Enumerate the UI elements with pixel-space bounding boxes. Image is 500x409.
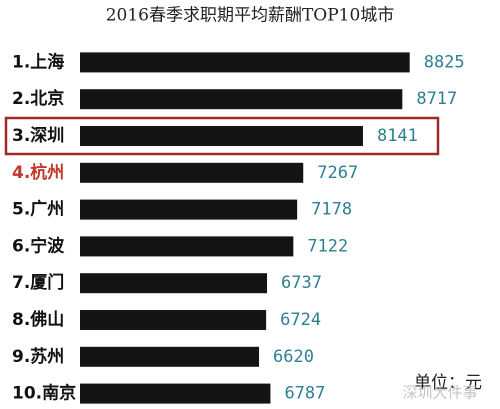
value-label: 8825 <box>424 52 465 72</box>
category-label: 7.厦门 <box>12 272 64 293</box>
chart-title: 2016春季求职期平均薪酬TOP10城市 <box>106 6 395 26</box>
bar <box>80 310 267 330</box>
value-label: 8717 <box>416 89 457 109</box>
bar <box>80 346 260 367</box>
value-label: 8141 <box>377 126 418 146</box>
value-label: 6724 <box>280 310 321 330</box>
bar <box>80 52 410 73</box>
category-label: 3.深圳 <box>12 125 64 146</box>
value-label: 6620 <box>273 347 314 367</box>
bar <box>80 89 403 110</box>
value-label: 7178 <box>311 200 352 220</box>
category-label: 1.上海 <box>12 51 64 72</box>
category-label: 9.苏州 <box>12 346 64 367</box>
category-label: 4.杭州 <box>12 162 64 183</box>
bar <box>80 236 294 257</box>
bar <box>80 126 363 146</box>
category-label: 2.北京 <box>12 88 64 109</box>
category-label: 10.南京 <box>12 383 76 404</box>
unit-note: 单位：元 <box>414 373 482 393</box>
highlight-box <box>4 116 440 156</box>
category-label: 5.广州 <box>12 199 64 220</box>
bar <box>80 383 271 404</box>
value-label: 7122 <box>307 236 348 256</box>
bar <box>80 273 268 294</box>
value-label: 6787 <box>284 384 325 404</box>
watermark: 深圳大件事 <box>402 384 477 402</box>
bar <box>80 199 298 220</box>
category-label: 8.佛山 <box>12 309 64 330</box>
value-label: 6737 <box>281 273 322 293</box>
value-label: 7267 <box>317 163 358 183</box>
category-label: 6.宁波 <box>12 235 65 256</box>
bar <box>80 162 304 183</box>
